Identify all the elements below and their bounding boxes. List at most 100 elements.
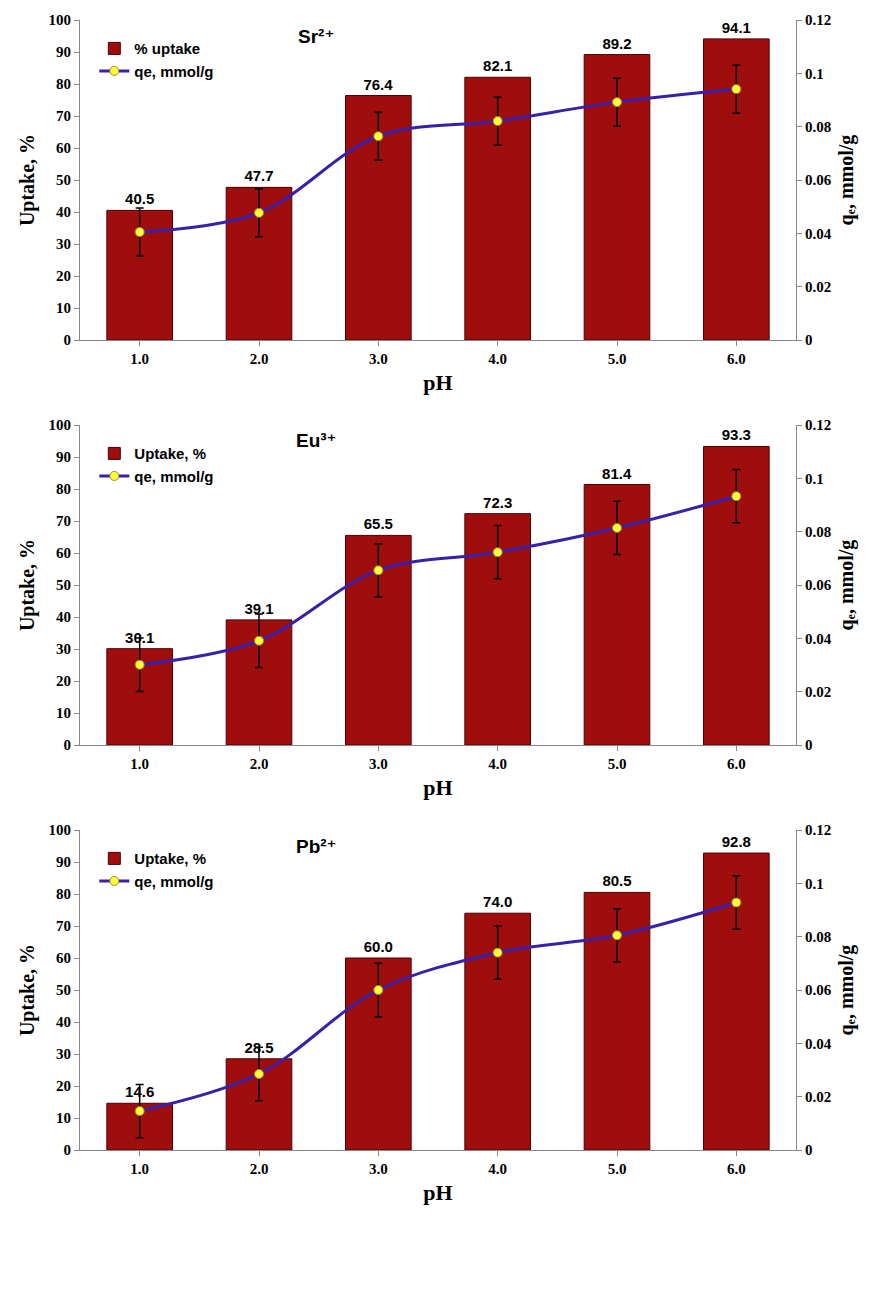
svg-text:0.06: 0.06 [805,172,832,188]
svg-text:40: 40 [56,609,71,625]
svg-text:80: 80 [56,481,71,497]
svg-text:100: 100 [49,12,72,28]
svg-text:0: 0 [64,332,72,348]
svg-text:0.06: 0.06 [805,982,832,998]
svg-text:40: 40 [56,1014,71,1030]
svg-text:Uptake, %: Uptake, % [134,850,206,867]
svg-text:4.0: 4.0 [488,1161,507,1177]
svg-text:47.7: 47.7 [244,167,273,184]
svg-text:0.1: 0.1 [805,876,824,892]
svg-text:20: 20 [56,1078,71,1094]
svg-text:100: 100 [49,822,72,838]
svg-text:0.1: 0.1 [805,471,824,487]
svg-text:60: 60 [56,950,71,966]
svg-text:% uptake: % uptake [134,40,200,57]
svg-text:0.12: 0.12 [805,12,831,28]
svg-text:0: 0 [805,332,813,348]
svg-text:0.1: 0.1 [805,66,824,82]
svg-text:40.5: 40.5 [125,190,154,207]
svg-text:4.0: 4.0 [488,756,507,772]
svg-text:qₑ, mmol/g: qₑ, mmol/g [835,135,858,226]
svg-text:82.1: 82.1 [483,57,512,74]
svg-text:10: 10 [56,300,71,316]
svg-text:0.02: 0.02 [805,1089,831,1105]
svg-text:2.0: 2.0 [250,756,269,772]
svg-text:0.04: 0.04 [805,1036,832,1052]
svg-text:60: 60 [56,140,71,156]
svg-text:6.0: 6.0 [727,756,746,772]
svg-text:1.0: 1.0 [130,1161,149,1177]
svg-text:0.12: 0.12 [805,417,831,433]
svg-text:0.12: 0.12 [805,822,831,838]
svg-text:65.5: 65.5 [364,515,393,532]
svg-text:30.1: 30.1 [125,629,154,646]
svg-text:0.02: 0.02 [805,684,831,700]
svg-text:74.0: 74.0 [483,893,512,910]
svg-text:0: 0 [805,737,813,753]
svg-text:6.0: 6.0 [727,1161,746,1177]
svg-text:Pb²⁺: Pb²⁺ [296,836,337,857]
svg-text:39.1: 39.1 [244,600,273,617]
svg-text:qe, mmol/g: qe, mmol/g [134,63,213,80]
svg-text:70: 70 [56,513,71,529]
svg-text:50: 50 [56,982,71,998]
svg-text:6.0: 6.0 [727,351,746,367]
svg-text:0.04: 0.04 [805,226,832,242]
svg-text:5.0: 5.0 [608,1161,627,1177]
svg-text:qₑ, mmol/g: qₑ, mmol/g [835,945,858,1036]
svg-text:72.3: 72.3 [483,494,512,511]
svg-text:pH: pH [423,370,452,395]
svg-text:1.0: 1.0 [130,351,149,367]
svg-text:3.0: 3.0 [369,756,388,772]
svg-text:0.02: 0.02 [805,279,831,295]
svg-text:80: 80 [56,886,71,902]
svg-text:80.5: 80.5 [602,872,631,889]
svg-text:30: 30 [56,1046,71,1062]
svg-text:Sr²⁺: Sr²⁺ [298,26,334,47]
svg-text:2.0: 2.0 [250,1161,269,1177]
svg-text:14.6: 14.6 [125,1083,154,1100]
svg-text:20: 20 [56,268,71,284]
svg-text:Uptake, %: Uptake, % [16,539,39,631]
svg-text:5.0: 5.0 [608,756,627,772]
svg-text:2.0: 2.0 [250,351,269,367]
svg-text:0.08: 0.08 [805,929,831,945]
svg-text:qe, mmol/g: qe, mmol/g [134,873,213,890]
svg-text:qe, mmol/g: qe, mmol/g [134,468,213,485]
svg-text:4.0: 4.0 [488,351,507,367]
svg-text:60.0: 60.0 [364,938,393,955]
svg-text:10: 10 [56,1110,71,1126]
svg-text:60: 60 [56,545,71,561]
svg-text:50: 50 [56,577,71,593]
svg-text:5.0: 5.0 [608,351,627,367]
svg-text:30: 30 [56,641,71,657]
svg-text:30: 30 [56,236,71,252]
svg-text:90: 90 [56,44,71,60]
svg-text:89.2: 89.2 [602,35,631,52]
svg-text:10: 10 [56,705,71,721]
svg-text:qₑ, mmol/g: qₑ, mmol/g [835,540,858,631]
svg-text:81.4: 81.4 [602,465,632,482]
svg-text:93.3: 93.3 [722,426,751,443]
svg-text:76.4: 76.4 [363,76,393,93]
svg-text:0.06: 0.06 [805,577,832,593]
svg-text:Eu³⁺: Eu³⁺ [296,430,337,451]
svg-text:pH: pH [423,775,452,800]
svg-text:3.0: 3.0 [369,351,388,367]
svg-text:40: 40 [56,204,71,220]
svg-text:100: 100 [49,417,72,433]
svg-text:80: 80 [56,76,71,92]
svg-text:1.0: 1.0 [130,756,149,772]
svg-text:Uptake, %: Uptake, % [16,944,39,1036]
svg-text:0.04: 0.04 [805,631,832,647]
svg-text:94.1: 94.1 [722,19,751,36]
svg-text:0: 0 [64,737,72,753]
svg-text:70: 70 [56,108,71,124]
svg-text:0.08: 0.08 [805,524,831,540]
svg-text:28.5: 28.5 [244,1039,273,1056]
svg-text:90: 90 [56,449,71,465]
svg-text:90: 90 [56,854,71,870]
svg-text:3.0: 3.0 [369,1161,388,1177]
svg-text:0: 0 [805,1142,813,1158]
svg-text:pH: pH [423,1180,452,1205]
